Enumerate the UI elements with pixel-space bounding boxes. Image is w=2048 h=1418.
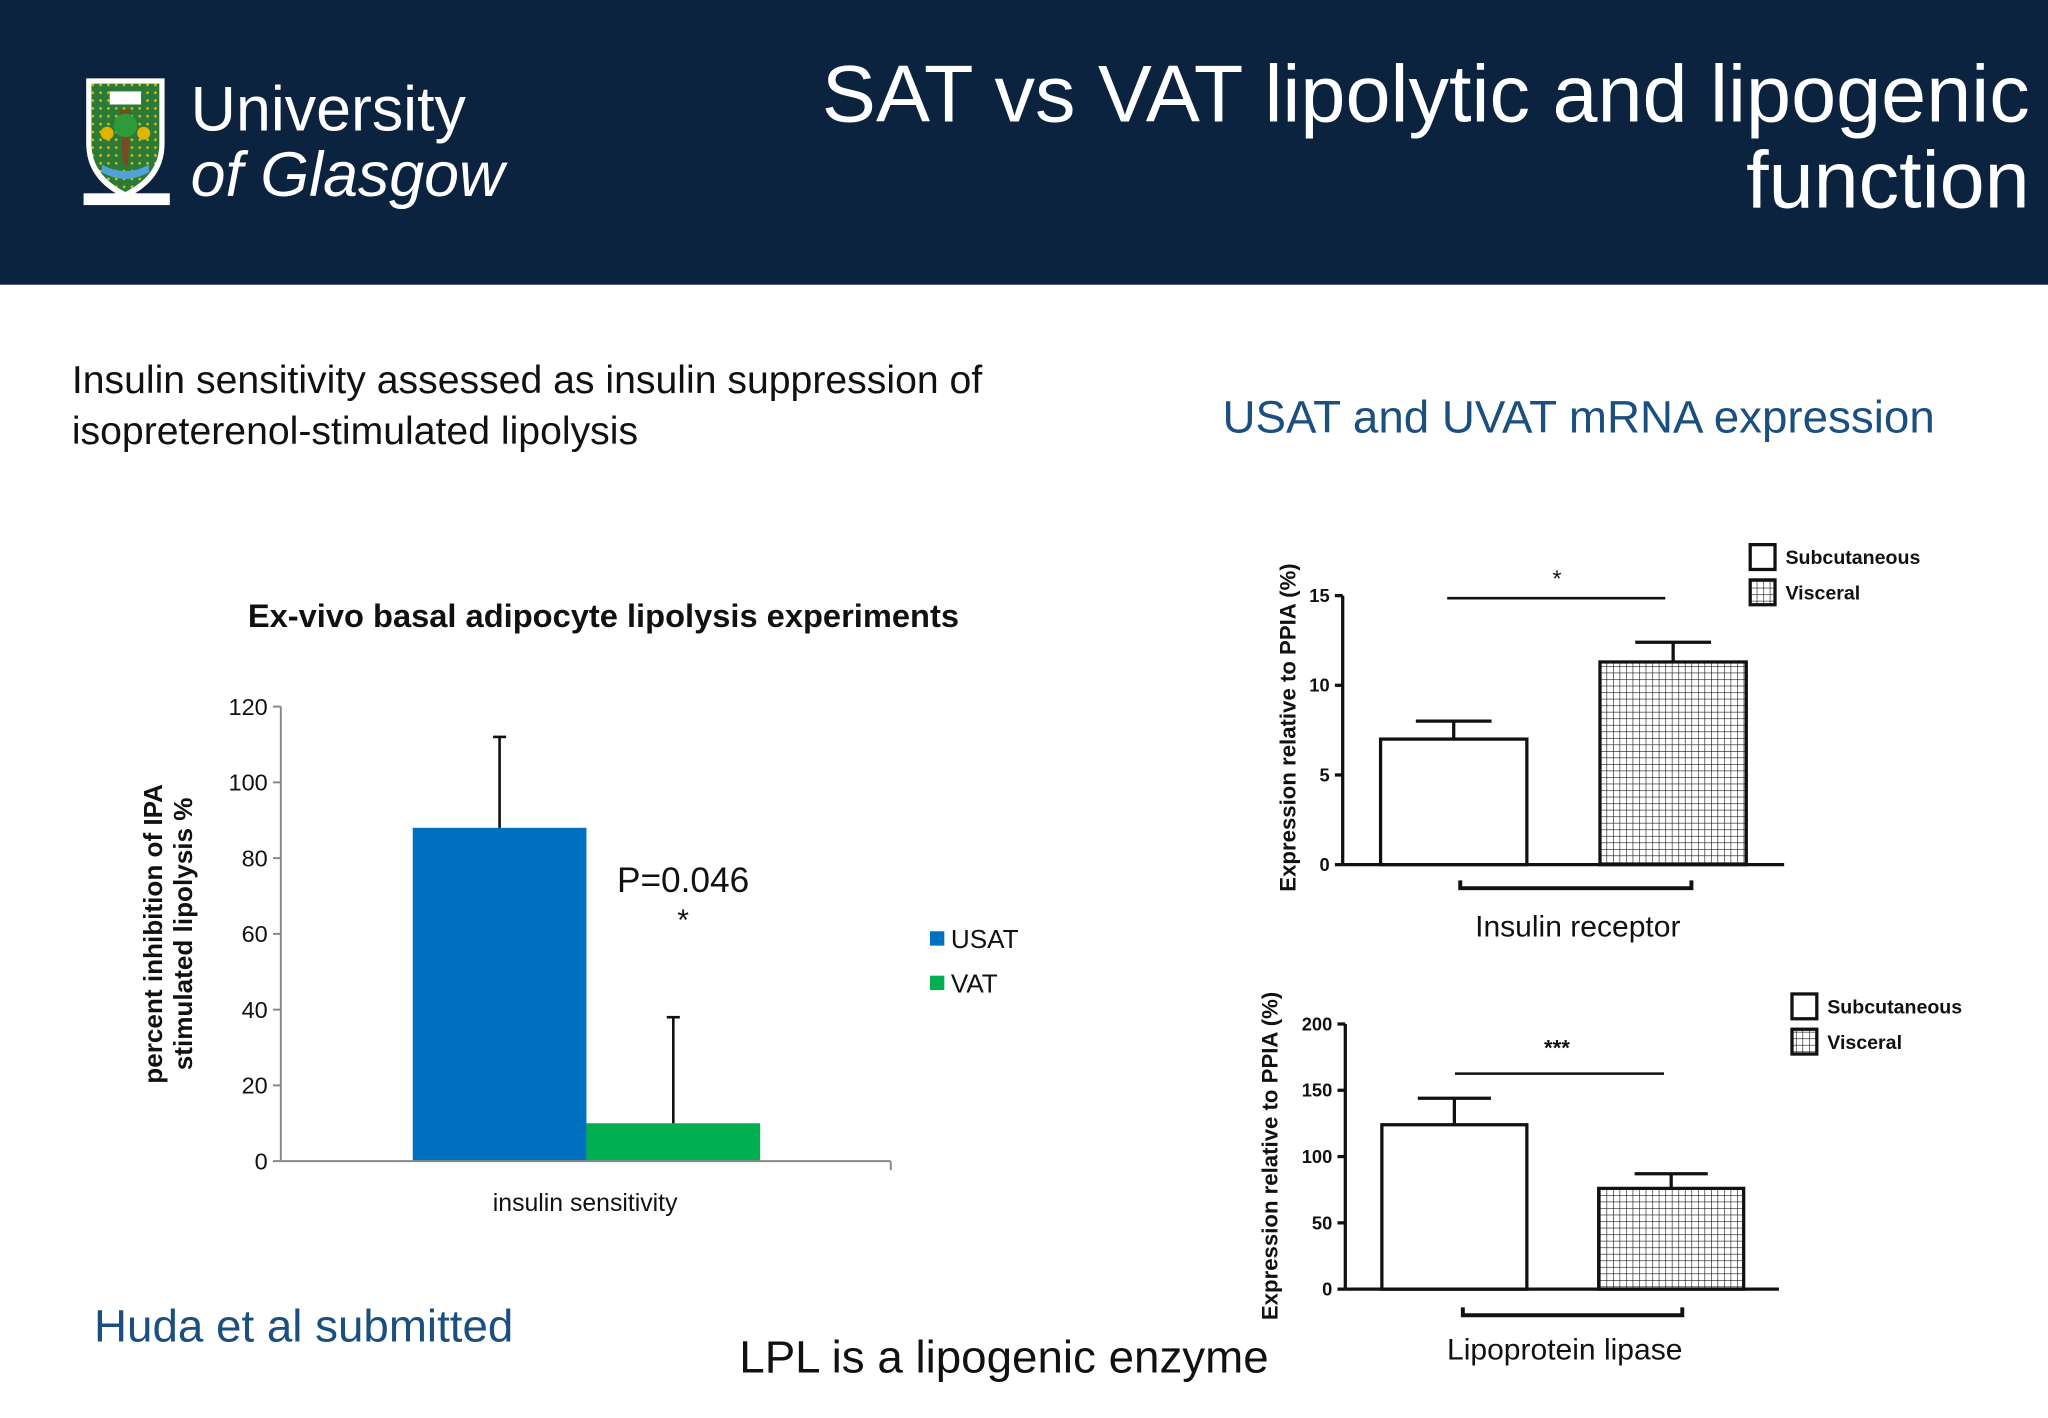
y-tick-label: 150: [1302, 1080, 1332, 1101]
y-tick-label: 0: [1319, 854, 1329, 875]
y-tick-label: 40: [242, 997, 268, 1023]
group-bracket: [1460, 1307, 1685, 1318]
bars: [1380, 1096, 1746, 1291]
legend-label-usat: USAT: [951, 924, 1019, 954]
citation: Huda et al submitted: [94, 1300, 514, 1352]
insulin-receptor-chart: 0 5 10 15 Insulin receptor Expression relat…: [1276, 543, 1920, 943]
x-axis-label: Lipoprotein lipase: [1447, 1334, 1682, 1367]
crest-icon: [83, 78, 170, 206]
significance-star: *: [677, 904, 689, 937]
y-tick-label: 0: [1322, 1279, 1332, 1300]
bar-subcutaneous: [1378, 737, 1529, 867]
y-tick-label: 100: [229, 770, 268, 796]
significance-marker: *: [1552, 565, 1561, 591]
bar-subcutaneous: [1380, 1123, 1529, 1291]
title-line1: SAT vs VAT lipolytic and lipogenic: [821, 49, 2030, 140]
y-axis: 0 5 10 15: [1309, 585, 1345, 875]
y-tick-label: 15: [1309, 585, 1329, 606]
mrna-heading: USAT and UVAT mRNA expression: [1222, 391, 1935, 443]
y-tick-label: 120: [229, 694, 268, 720]
y-tick-label: 5: [1319, 764, 1329, 785]
y-axis-label-line1: percent inhibition of IPA: [138, 784, 168, 1084]
slide-title: SAT vs VAT lipolytic and lipogenic funct…: [724, 52, 2030, 224]
x-category-label: insulin sensitivity: [493, 1190, 678, 1217]
logo-line1: University: [191, 75, 467, 145]
bar-visceral: [1597, 1186, 1746, 1291]
group-bracket: [1458, 880, 1694, 891]
y-tick-label: 20: [242, 1073, 268, 1099]
y-tick-label: 60: [242, 921, 268, 947]
legend-label-subcutaneous: Subcutaneous: [1785, 547, 1920, 569]
bars: [412, 735, 761, 1162]
x-axis-label: Insulin receptor: [1475, 910, 1680, 943]
y-tick-label: 80: [242, 845, 268, 871]
lipoprotein-lipase-chart: 0 50 100 150 200 Lipoprotein lipase Expressi…: [1257, 992, 1962, 1367]
y-tick-label: 100: [1302, 1146, 1332, 1167]
legend-label-visceral: Visceral: [1785, 583, 1860, 605]
y-axis-label: Expression relative to PPIA (%): [1257, 992, 1282, 1320]
logo-line2: of Glasgow: [191, 140, 508, 209]
significance-marker: ***: [1544, 1035, 1570, 1060]
legend-swatch-subcutaneous: [1790, 992, 1819, 1021]
legend-label-vat: VAT: [951, 969, 998, 999]
y-tick-label: 10: [1309, 675, 1329, 696]
y-axis-label: Expression relative to PPIA (%): [1276, 563, 1301, 891]
legend-swatch-visceral: [1748, 578, 1777, 607]
legend-swatch-visceral: [1790, 1027, 1819, 1056]
legend-swatch-vat: [929, 975, 945, 991]
intro-text: Insulin sensitivity assessed as insulin …: [71, 359, 983, 454]
legend-swatch-usat: [929, 931, 945, 946]
legend: Subcutaneous Visceral: [1748, 543, 1920, 607]
y-axis: 0 50 100 150 200: [1302, 1013, 1347, 1300]
legend: Subcutaneous Visceral: [1790, 992, 1962, 1056]
y-axis-label-line2: stimulated lipolysis %: [168, 797, 198, 1070]
legend: USAT VAT: [929, 924, 1019, 999]
lipolysis-chart: Ex-vivo basal adipocyte lipolysis experi…: [138, 597, 1019, 1217]
y-tick-label: 50: [1312, 1212, 1332, 1233]
legend-label-visceral: Visceral: [1827, 1032, 1902, 1054]
y-axis: 0 20 40 60 80 100 120: [229, 694, 282, 1174]
title-line2: function: [1746, 135, 2030, 226]
bars: [1378, 640, 1748, 867]
y-tick-label: 0: [255, 1148, 268, 1174]
bar-vat: [586, 1123, 761, 1162]
chart-title: Ex-vivo basal adipocyte lipolysis experi…: [248, 597, 959, 634]
university-logo: University of Glasgow: [83, 75, 508, 209]
bar-usat: [412, 827, 587, 1162]
p-value-annotation: P=0.046: [617, 861, 749, 900]
header-bar: University of Glasgow SAT vs VAT lipolyt…: [0, 0, 2048, 285]
y-tick-label: 200: [1302, 1013, 1332, 1034]
legend-swatch-subcutaneous: [1748, 543, 1777, 572]
bar-visceral: [1598, 660, 1748, 867]
legend-label-subcutaneous: Subcutaneous: [1827, 997, 1962, 1019]
footnote: LPL is a lipogenic enzyme: [739, 1332, 1269, 1384]
